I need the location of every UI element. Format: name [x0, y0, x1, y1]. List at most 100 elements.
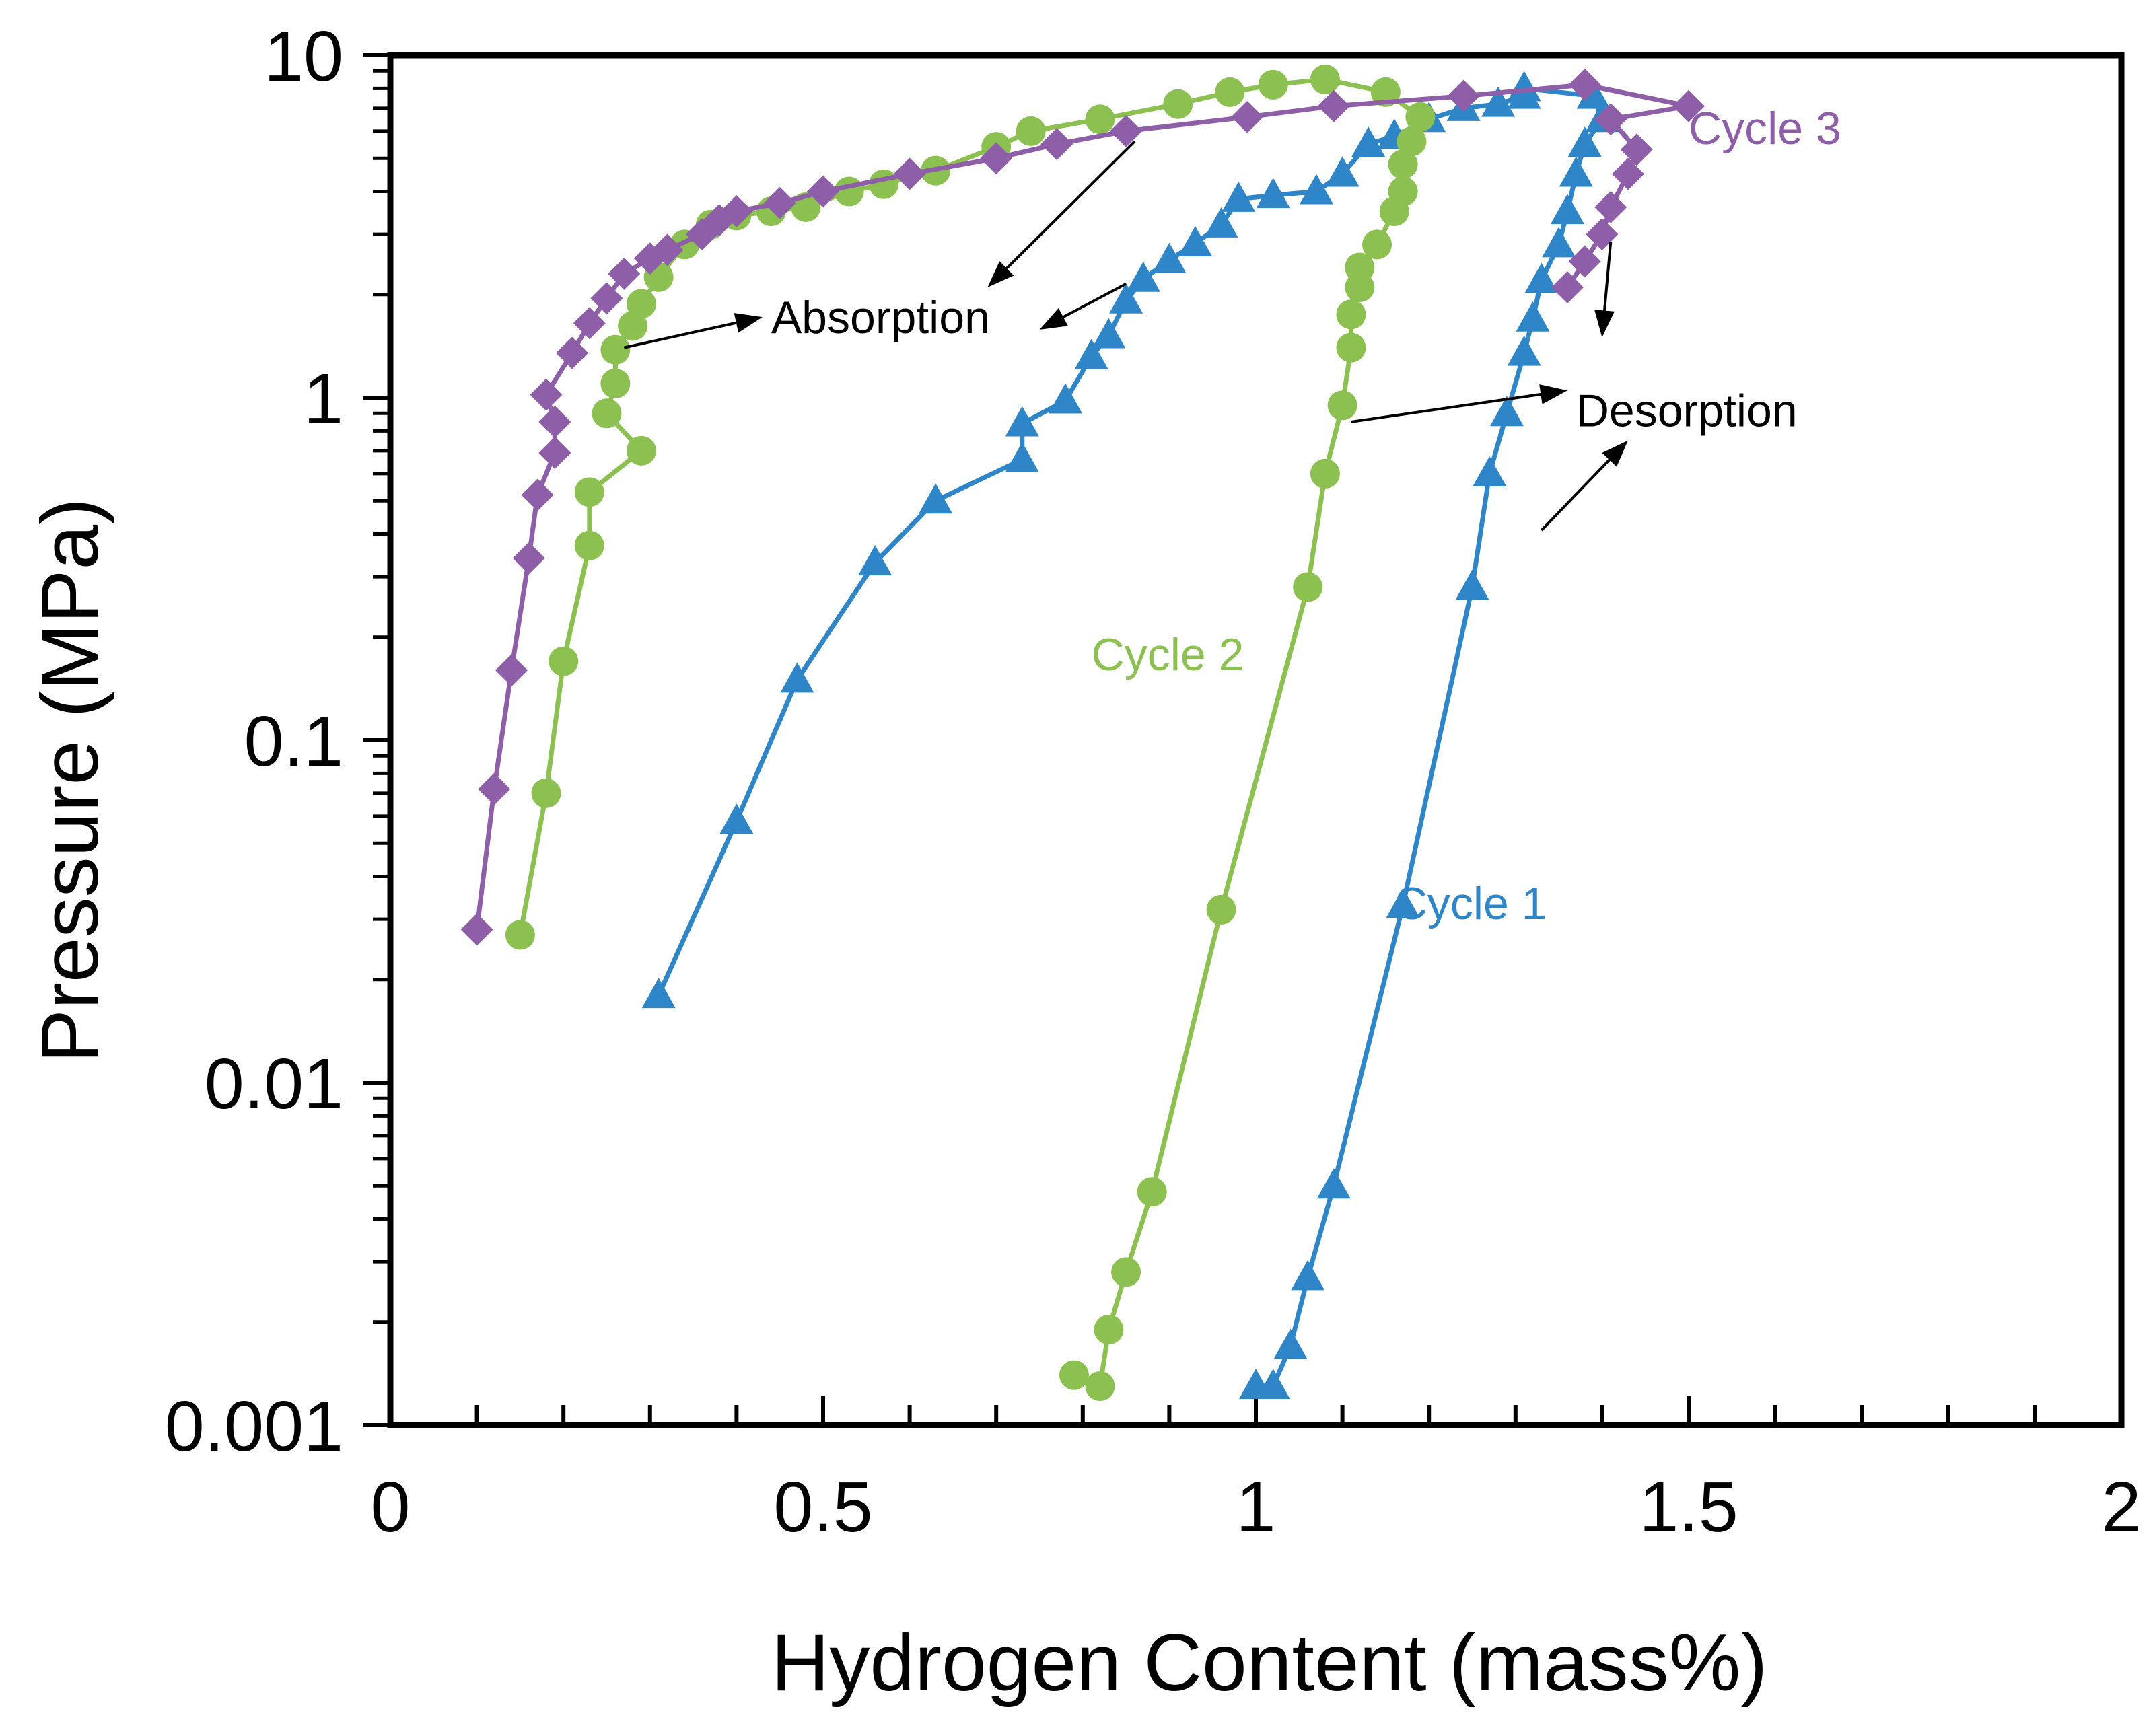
data-point-circle	[1137, 1177, 1167, 1207]
data-point-diamond	[556, 336, 589, 369]
data-point-diamond	[1317, 89, 1350, 122]
data-point-triangle	[1300, 174, 1334, 205]
data-point-triangle	[1092, 318, 1126, 349]
data-point-circle	[1388, 149, 1418, 180]
data-point-diamond	[1447, 79, 1480, 112]
data-point-triangle	[1273, 1328, 1308, 1359]
series-cycle-1: Cycle 1	[641, 71, 1619, 1400]
data-point-triangle	[1074, 338, 1108, 369]
data-point-diamond	[1568, 245, 1601, 278]
data-point-triangle	[1507, 71, 1541, 102]
data-point-circle	[1405, 102, 1436, 132]
data-point-triangle	[1567, 126, 1602, 157]
data-point-circle	[574, 530, 604, 560]
data-point-triangle	[1005, 441, 1039, 472]
annotations-layer: Absorption Desorption	[771, 292, 1798, 436]
data-point-circle	[1111, 1257, 1141, 1287]
annotation-arrow	[623, 313, 763, 349]
data-point-triangle	[641, 978, 676, 1009]
data-point-circle	[1085, 104, 1115, 135]
annotation-arrow	[1540, 440, 1628, 532]
data-point-diamond	[1040, 128, 1073, 161]
data-point-triangle	[1178, 225, 1212, 256]
data-point-circle	[1336, 299, 1366, 330]
data-point-diamond	[1594, 190, 1627, 223]
data-point-diamond	[538, 437, 571, 470]
data-point-triangle	[1507, 335, 1541, 366]
data-point-triangle	[1524, 262, 1559, 293]
data-point-circle	[600, 368, 631, 398]
data-point-circle	[1345, 272, 1375, 302]
data-point-triangle	[1473, 456, 1507, 486]
data-point-circle	[1206, 894, 1236, 925]
data-point-triangle	[1204, 207, 1238, 238]
annotation-desorption: Desorption	[1576, 385, 1798, 436]
annotation-arrow	[1351, 384, 1567, 423]
data-point-triangle	[1516, 301, 1550, 332]
data-point-triangle	[1559, 156, 1593, 187]
y-tick-label: 0.001	[165, 1387, 343, 1466]
data-point-circle	[1379, 196, 1409, 227]
annotation-absorption: Absorption	[771, 292, 990, 343]
data-point-circle	[574, 477, 604, 507]
x-tick-label: 1.5	[1639, 1468, 1738, 1547]
data-point-diamond	[495, 654, 528, 687]
data-point-triangle	[1386, 888, 1420, 918]
data-point-triangle	[858, 545, 892, 576]
data-point-diamond	[651, 233, 684, 266]
data-point-triangle	[1489, 396, 1524, 427]
data-point-diamond	[1568, 68, 1601, 101]
data-point-circle	[600, 334, 631, 365]
x-tick-label: 1	[1236, 1468, 1276, 1547]
data-point-triangle	[1291, 1260, 1325, 1291]
data-point-diamond	[1594, 103, 1627, 136]
data-point-diamond	[1611, 157, 1644, 190]
data-point-diamond	[893, 157, 926, 190]
data-point-circle	[626, 435, 656, 466]
data-point-diamond	[763, 186, 796, 219]
series-label: Cycle 1	[1394, 878, 1547, 929]
data-point-triangle	[1542, 227, 1576, 258]
data-point-circle	[1310, 458, 1340, 489]
data-point-circle	[1293, 572, 1323, 602]
data-point-circle	[1016, 116, 1046, 146]
y-tick-label: 1	[304, 359, 343, 439]
y-axis-title: Pressure (MPa)	[25, 498, 115, 1063]
data-point-triangle	[1109, 283, 1143, 314]
data-point-diamond	[1110, 114, 1143, 147]
data-point-triangle	[1316, 1168, 1351, 1199]
plot-frame	[387, 52, 2125, 1428]
data-point-diamond	[512, 542, 545, 575]
x-axis-title: Hydrogen Content (mass%)	[771, 1618, 1768, 1708]
y-tick-label: 10	[264, 17, 343, 96]
data-point-circle	[1310, 64, 1340, 94]
data-point-triangle	[719, 803, 754, 834]
data-point-diamond	[608, 257, 641, 290]
axis-ticks	[363, 53, 2123, 1427]
data-point-circle	[1362, 229, 1392, 260]
x-tick-label: 0.5	[773, 1468, 872, 1547]
y-tick-label: 0.01	[205, 1044, 343, 1124]
data-point-circle	[1215, 77, 1245, 107]
data-point-triangle	[1576, 78, 1611, 109]
data-point-circle	[1094, 1315, 1124, 1345]
data-point-triangle	[1152, 242, 1187, 273]
x-tick-label: 2	[2102, 1468, 2142, 1547]
data-point-triangle	[1222, 181, 1256, 212]
data-point-circle	[592, 398, 622, 429]
data-point-triangle	[1256, 178, 1290, 209]
data-point-diamond	[1551, 270, 1584, 303]
data-point-circle	[1327, 390, 1357, 421]
data-point-diamond	[538, 405, 571, 438]
series-label: Cycle 3	[1689, 103, 1841, 154]
data-point-triangle	[1481, 86, 1516, 117]
y-tick-label: 0.1	[244, 702, 343, 781]
data-point-diamond	[478, 772, 511, 805]
data-point-circle	[505, 920, 535, 950]
data-point-triangle	[1239, 1369, 1273, 1400]
data-point-diamond	[460, 913, 493, 946]
data-point-circle	[1163, 89, 1193, 119]
series-cycle-2: Cycle 2	[505, 64, 1436, 1402]
